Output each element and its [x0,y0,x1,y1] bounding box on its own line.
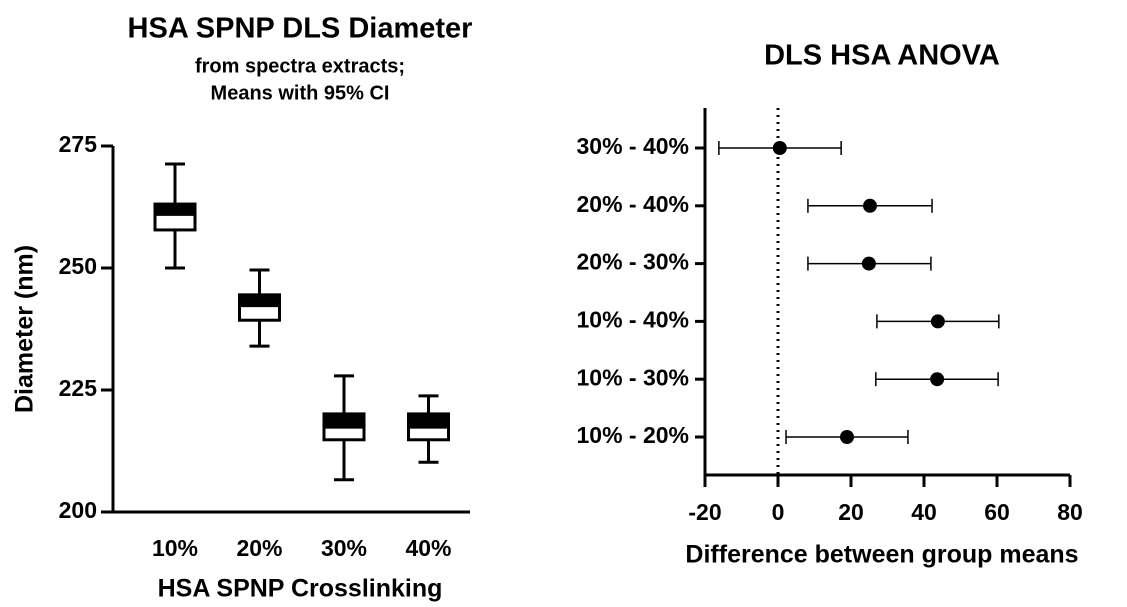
x-tick-label: 20 [838,499,864,525]
chart-title: DLS HSA ANOVA [764,40,1000,72]
point [862,198,877,213]
point [930,372,945,387]
x-tick-label: 60 [984,499,1010,525]
point [930,314,945,329]
point [772,141,787,155]
box-upper [408,413,449,428]
box-upper [239,294,280,306]
y-tick-label: 225 [59,375,98,401]
y-tick-label: 10% - 30% [576,364,689,390]
y-tick-label: 10% - 40% [576,306,689,332]
chart-subtitle: from spectra extracts; [195,55,405,77]
x-tick-label: 40% [405,535,451,561]
x-tick-label: 80 [1057,499,1083,525]
x-tick-label: 20% [236,535,282,561]
y-tick-label: 20% - 30% [576,249,689,275]
x-axis-label: HSA SPNP Crosslinking [158,575,443,603]
box-upper [324,413,364,428]
x-tick-label: -20 [688,499,721,525]
x-tick-label: 40 [911,499,937,525]
point [861,256,876,271]
y-axis-label: Diameter (nm) [11,245,39,413]
x-tick-label: 10% [152,535,198,561]
y-tick-label: 20% - 40% [576,191,689,217]
y-tick-label: 200 [59,497,97,523]
chart-title: HSA SPNP DLS Diameter [128,13,473,45]
box-upper [155,204,195,215]
x-axis-label: Difference between group means [685,541,1078,569]
y-tick-label: 10% - 20% [576,422,689,448]
point [839,430,854,444]
chart-subtitle: Means with 95% CI [211,82,390,104]
y-tick-label: 250 [59,253,97,279]
x-tick-label: 30% [321,535,367,561]
x-tick-label: 0 [772,499,785,525]
y-tick-label: 30% - 40% [576,133,689,159]
y-tick-label: 275 [59,131,98,157]
